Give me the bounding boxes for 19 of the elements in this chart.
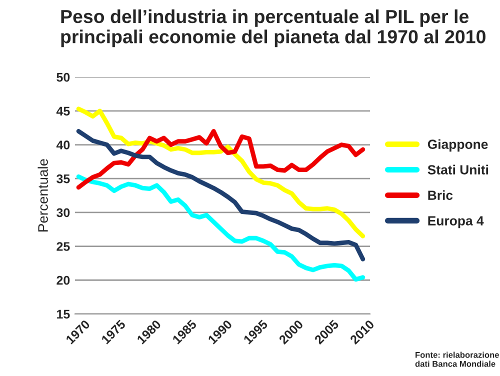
y-tick-label: 35 [56,174,70,184]
legend-label: Europa 4 [428,216,484,228]
line-series [76,106,366,238]
y-tick-label: 30 [56,208,70,218]
y-tick-label: 15 [57,310,70,319]
legend-label: Stati Uniti [428,164,488,174]
legend-label: Bric [428,190,453,200]
y-tick-label: 20 [56,276,70,285]
line-series [76,174,366,282]
y-tick-label: 25 [56,242,70,251]
y-tick-label: 45 [56,106,70,116]
chart-title: Peso dell’industria in percentuale al PIL per le principali economie del pianeta dal 1970 al 2010 [61,9,486,48]
y-axis-title: Percentuale [38,159,48,232]
y-tick-label: 40 [56,140,70,150]
line-series [76,129,366,262]
legend-label: Giappone [428,139,488,152]
source-note: Fonte: rielaborazione dati Banca Mondiale [415,352,499,367]
y-tick-label: 50 [56,72,70,82]
line-series [76,129,366,190]
